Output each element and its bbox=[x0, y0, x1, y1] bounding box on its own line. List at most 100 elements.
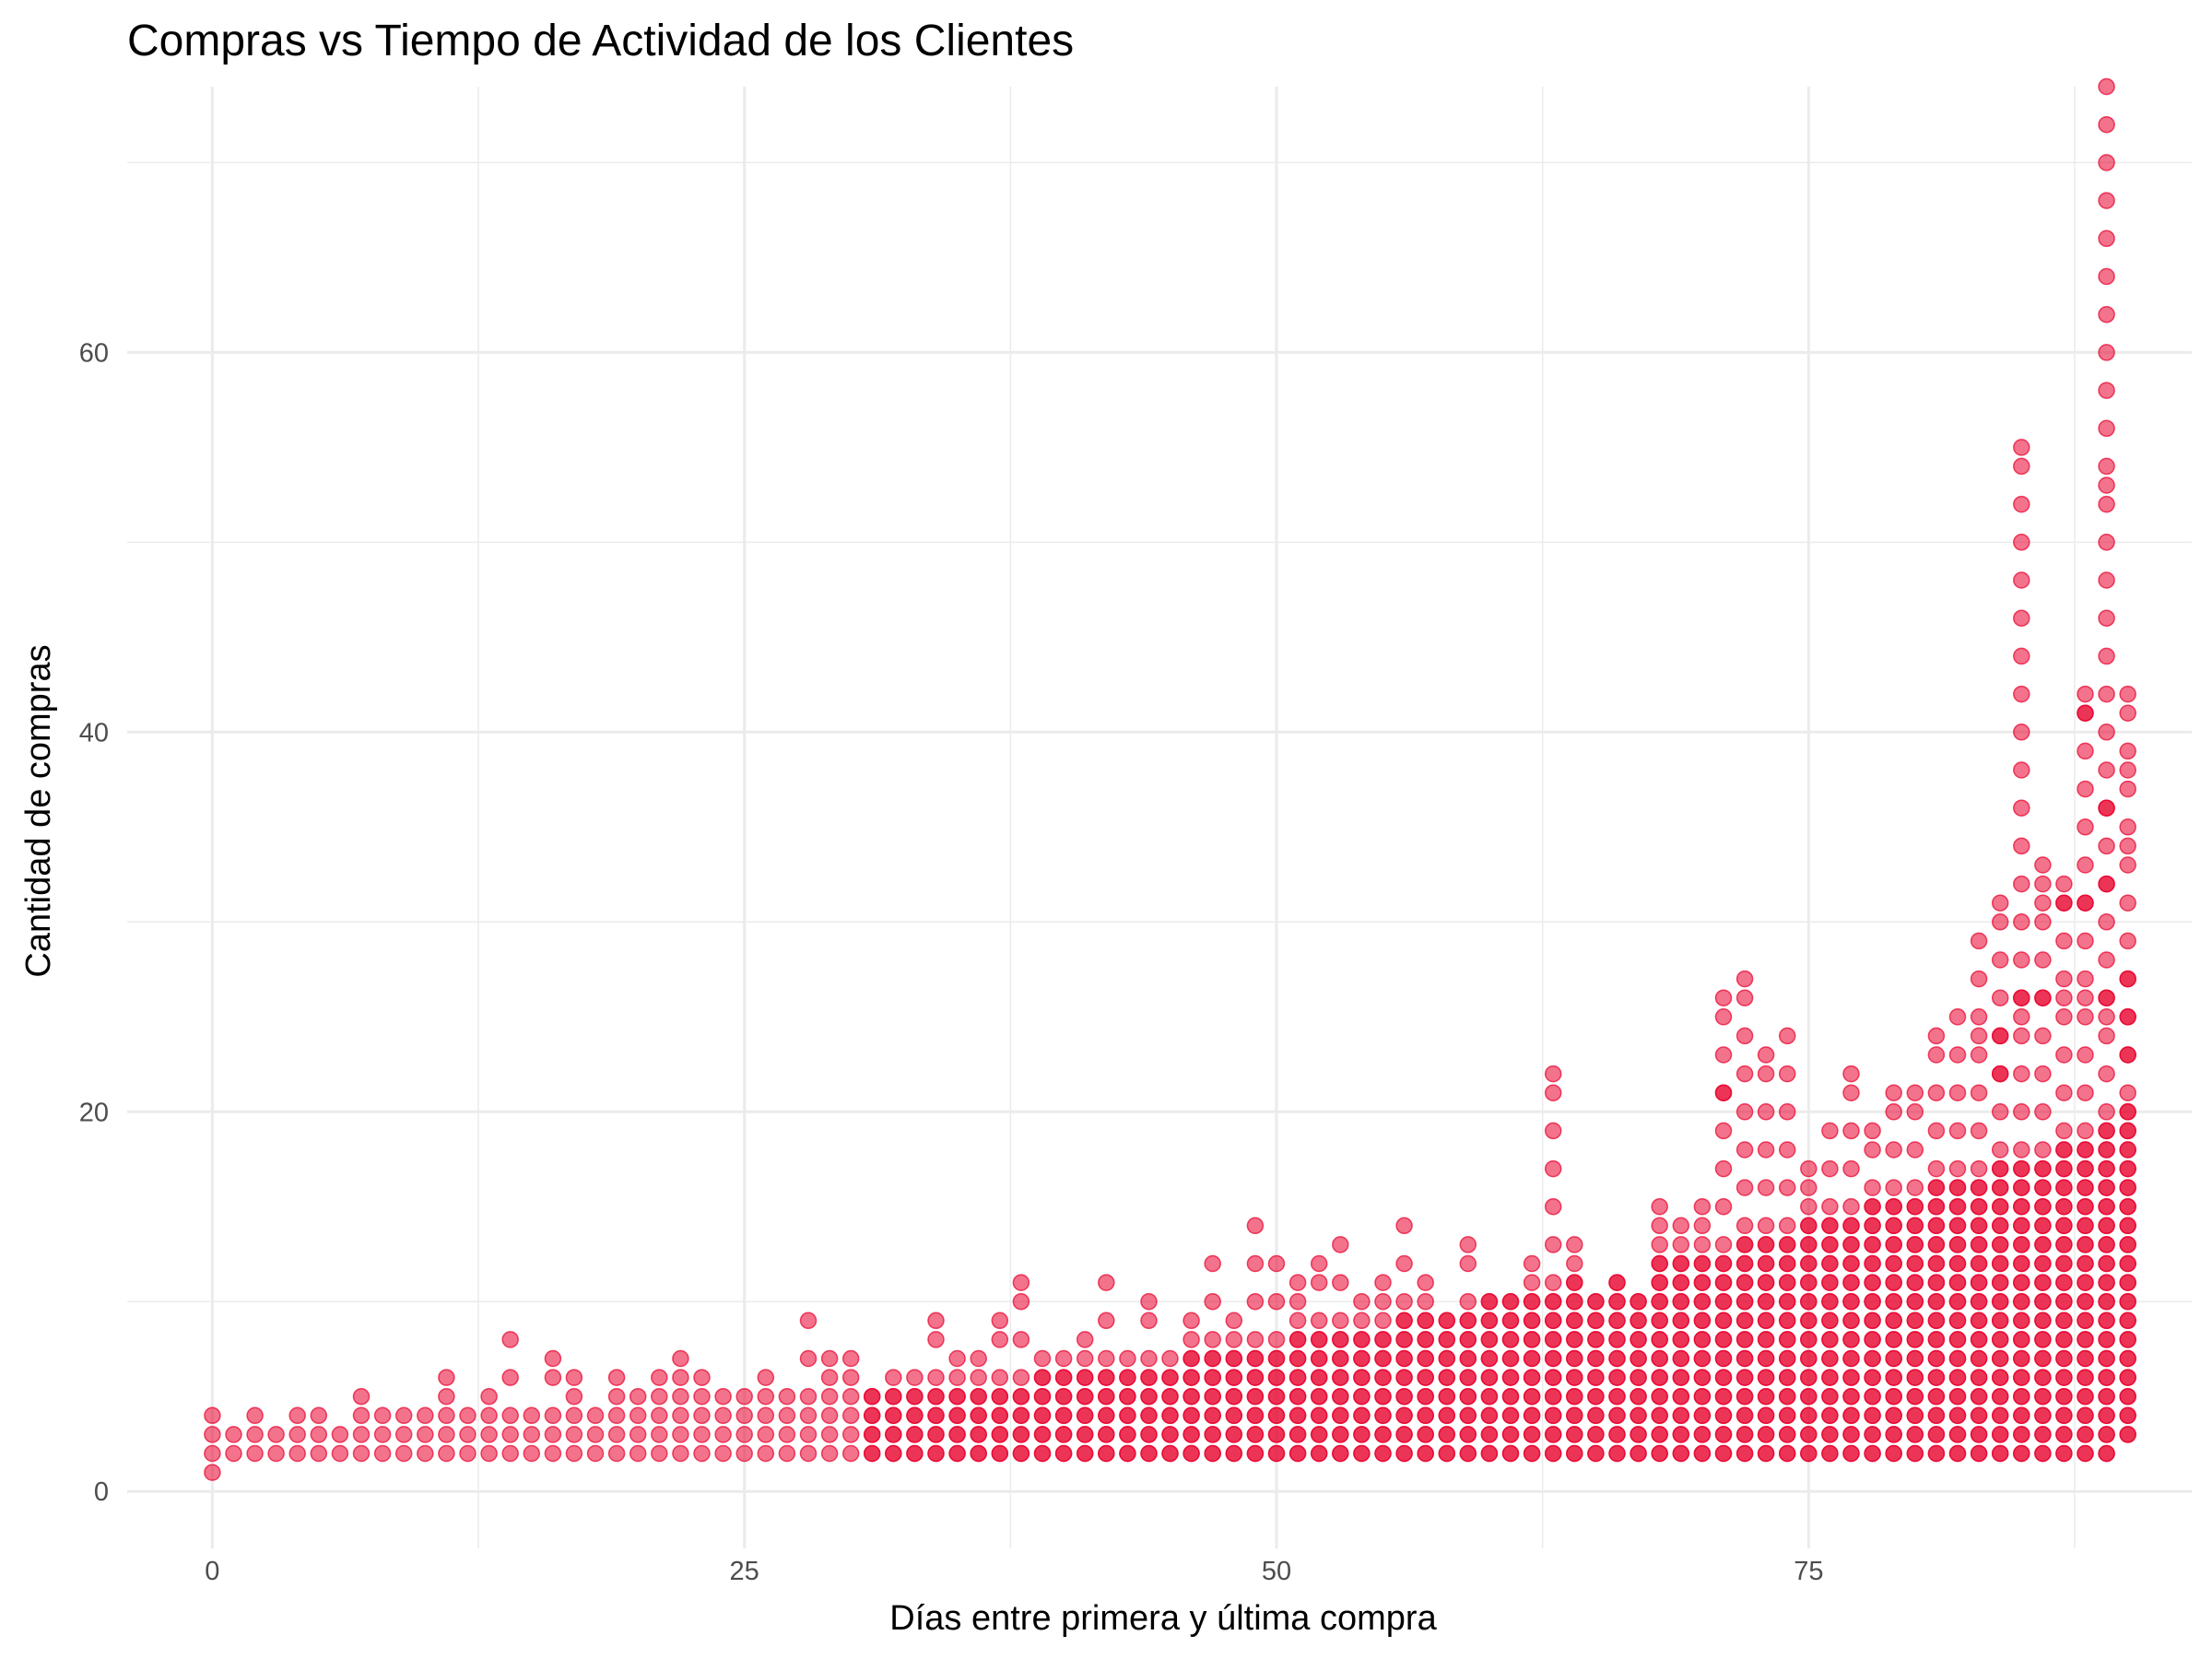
data-point bbox=[1076, 1444, 1094, 1463]
data-point bbox=[1735, 1254, 1754, 1273]
data-point bbox=[863, 1387, 881, 1406]
data-point bbox=[1842, 1406, 1860, 1425]
data-point bbox=[1651, 1217, 1668, 1235]
data-point bbox=[2013, 1349, 2030, 1368]
data-point bbox=[1906, 1217, 1924, 1235]
data-point bbox=[991, 1331, 1009, 1348]
data-point bbox=[523, 1406, 541, 1425]
data-point bbox=[1714, 989, 1733, 1006]
data-point bbox=[1757, 1065, 1775, 1083]
data-point bbox=[1459, 1312, 1477, 1330]
data-point bbox=[1310, 1274, 1328, 1291]
data-point bbox=[1225, 1331, 1243, 1348]
data-point bbox=[1714, 1254, 1733, 1273]
data-point bbox=[438, 1369, 455, 1386]
data-point bbox=[2098, 1274, 2115, 1291]
data-point bbox=[1098, 1426, 1115, 1443]
data-point bbox=[1587, 1444, 1605, 1463]
data-point bbox=[1076, 1349, 1094, 1368]
data-point bbox=[544, 1349, 562, 1368]
data-point bbox=[2013, 1236, 2030, 1253]
data-point bbox=[2119, 1426, 2136, 1443]
data-point bbox=[1523, 1254, 1541, 1273]
data-point bbox=[1501, 1387, 1520, 1406]
data-point bbox=[1630, 1387, 1647, 1406]
data-point bbox=[2034, 1444, 2052, 1463]
data-point bbox=[2119, 1122, 2136, 1140]
data-point bbox=[2119, 1103, 2136, 1121]
data-point bbox=[1310, 1444, 1328, 1463]
data-point bbox=[1098, 1349, 1115, 1368]
data-point bbox=[2055, 1274, 2073, 1291]
data-point bbox=[607, 1387, 626, 1406]
data-point bbox=[1246, 1349, 1265, 1368]
data-point bbox=[885, 1406, 902, 1425]
data-point bbox=[1119, 1349, 1136, 1368]
data-point bbox=[2098, 837, 2115, 855]
data-point bbox=[2119, 704, 2136, 722]
data-point bbox=[2098, 1236, 2115, 1253]
data-point bbox=[2119, 742, 2136, 760]
data-point bbox=[1778, 1369, 1796, 1386]
data-point bbox=[1948, 1387, 1967, 1406]
data-point bbox=[693, 1387, 711, 1406]
data-point bbox=[1651, 1444, 1668, 1463]
data-point bbox=[651, 1444, 668, 1463]
y-tick-label: 20 bbox=[79, 1098, 109, 1127]
data-point bbox=[1864, 1312, 1881, 1330]
data-point bbox=[1395, 1331, 1413, 1348]
data-point bbox=[1012, 1444, 1030, 1463]
data-point bbox=[373, 1426, 392, 1443]
data-point bbox=[1885, 1084, 1902, 1101]
data-point bbox=[2055, 894, 2073, 912]
data-point bbox=[1672, 1387, 1690, 1406]
data-point bbox=[1757, 1217, 1775, 1235]
data-point bbox=[1374, 1331, 1392, 1348]
data-point bbox=[1587, 1406, 1605, 1425]
data-point bbox=[799, 1312, 818, 1330]
data-point bbox=[1778, 1217, 1796, 1235]
data-point bbox=[2055, 1141, 2073, 1159]
data-point bbox=[1119, 1369, 1136, 1386]
data-point bbox=[2034, 1387, 2052, 1406]
data-point bbox=[1970, 1236, 1988, 1253]
data-point bbox=[1757, 1426, 1775, 1443]
data-point bbox=[1608, 1369, 1626, 1386]
data-point bbox=[1842, 1292, 1860, 1311]
data-point bbox=[1757, 1179, 1775, 1196]
data-point bbox=[1927, 1349, 1946, 1368]
data-point bbox=[2119, 1197, 2136, 1216]
data-point bbox=[1864, 1426, 1881, 1443]
data-point bbox=[1757, 1141, 1775, 1159]
data-point bbox=[1948, 1084, 1967, 1101]
data-point bbox=[1587, 1292, 1605, 1311]
data-point bbox=[1076, 1426, 1094, 1443]
x-axis-title: Días entre primera y última compra bbox=[889, 1599, 1437, 1638]
data-point bbox=[1991, 1141, 2009, 1159]
data-point bbox=[1885, 1426, 1902, 1443]
data-point bbox=[2013, 1141, 2030, 1159]
data-point bbox=[1927, 1369, 1946, 1386]
data-point bbox=[1374, 1406, 1392, 1425]
data-point bbox=[2077, 1312, 2094, 1330]
data-point bbox=[2119, 894, 2136, 912]
data-point bbox=[438, 1444, 455, 1463]
data-point bbox=[1885, 1103, 1902, 1121]
data-point bbox=[2013, 1008, 2030, 1026]
chart-title: Compras vs Tiempo de Actividad de los Cl… bbox=[127, 17, 1074, 65]
data-point bbox=[2098, 154, 2115, 171]
data-point bbox=[310, 1444, 328, 1463]
data-point bbox=[2098, 685, 2115, 703]
data-point bbox=[1970, 1426, 1988, 1443]
data-point bbox=[1332, 1369, 1349, 1386]
data-point bbox=[523, 1444, 541, 1463]
data-point bbox=[2013, 1444, 2030, 1463]
data-point bbox=[1821, 1254, 1839, 1273]
data-point bbox=[2077, 932, 2094, 950]
data-point bbox=[2077, 1349, 2094, 1368]
data-point bbox=[1438, 1349, 1456, 1368]
data-point bbox=[1012, 1406, 1030, 1425]
data-point bbox=[2098, 115, 2115, 134]
data-point bbox=[544, 1426, 562, 1443]
data-point bbox=[2098, 1426, 2115, 1443]
